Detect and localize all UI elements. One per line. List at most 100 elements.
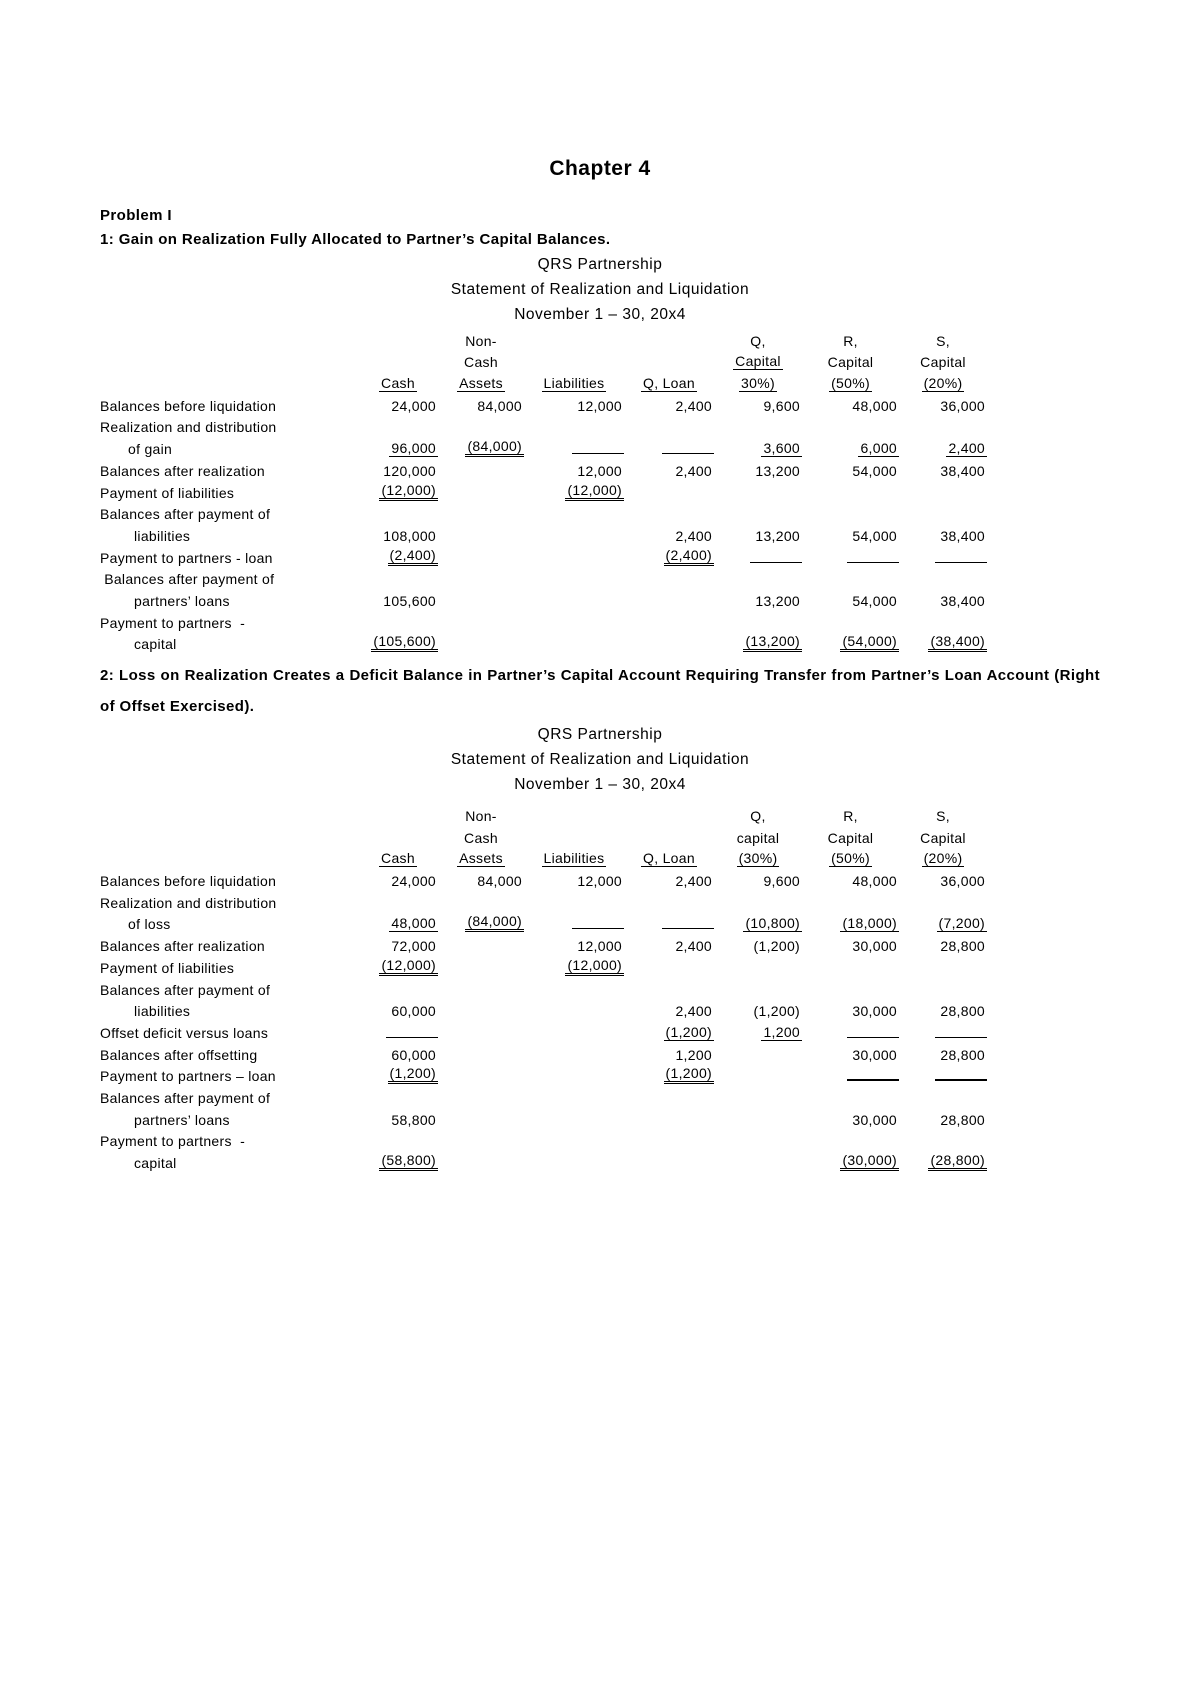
- row-label: Realization and distribution: [100, 419, 277, 436]
- amount-value: 2,400: [675, 938, 712, 955]
- column-header-line: Capital: [899, 349, 987, 371]
- amount-cell: 12,000: [524, 398, 624, 414]
- amount-cell: (10,800): [714, 915, 802, 933]
- statement-title: Statement of Realization and Liquidation: [450, 751, 750, 769]
- amount-value: 48,000: [852, 397, 897, 414]
- amount-value: 36,000: [940, 397, 985, 414]
- amount-cell: 30,000: [802, 1047, 899, 1063]
- amount-value: 84,000: [477, 873, 522, 890]
- amount-value: 58,800: [391, 1111, 436, 1128]
- row-label: of loss: [128, 916, 171, 933]
- amount-value: (18,000): [840, 915, 899, 933]
- amount-cell: 84,000: [438, 398, 524, 414]
- amount-cell: (38,400): [899, 633, 987, 653]
- column-header-text: Cash: [379, 375, 417, 393]
- amount-cell: 1,200: [714, 1024, 802, 1041]
- amount-cell: 105,600: [358, 593, 438, 609]
- column-header-text: Non-: [465, 808, 497, 824]
- header-spacer: [100, 802, 358, 867]
- blank-total-line: [847, 548, 899, 563]
- chapter-title: Chapter 4: [549, 157, 651, 180]
- amount-value: 38,400: [940, 527, 985, 544]
- column-header-line: [358, 824, 438, 846]
- column-header-line: [624, 327, 714, 349]
- org-name: QRS Partnership: [537, 256, 663, 273]
- amount-value: (28,800): [928, 1152, 987, 1171]
- amount-value: (2,400): [387, 547, 438, 566]
- amount-value: (30,000): [840, 1152, 899, 1171]
- row-label: Balances after payment of: [100, 571, 275, 588]
- section-heading: 2: Loss on Realization Creates a Deficit…: [100, 667, 1100, 716]
- amount-cell: 54,000: [802, 593, 899, 609]
- amount-cell: 48,000: [358, 915, 438, 933]
- blank-total-line: [935, 1023, 987, 1038]
- table-row: capital (58,800) (30,000) (28,800): [100, 1149, 1100, 1171]
- column-header-text: (30%): [736, 850, 780, 868]
- column-header-line: Capital: [802, 349, 899, 370]
- amount-cell: [358, 1023, 438, 1041]
- column-header-text: S,: [936, 808, 950, 824]
- column-header-line: Q, Loan: [624, 370, 714, 393]
- amount-value: 2,400: [675, 462, 712, 479]
- row-label: Balances after payment of: [100, 1089, 271, 1106]
- section-gain-on-realization: 1: Gain on Realization Fully Allocated t…: [100, 228, 1100, 653]
- table-row: Balances after offsetting 60,000 1,200 30,0…: [100, 1041, 1100, 1063]
- amount-cell: (12,000): [524, 957, 624, 976]
- row-label: liabilities: [134, 527, 191, 544]
- column-header-line: [524, 349, 624, 371]
- amount-cell: 96,000: [358, 440, 438, 458]
- amount-cell: (105,600): [358, 633, 438, 653]
- row-label: partners’ loans: [134, 1111, 230, 1128]
- amount-value: 38,400: [940, 592, 985, 609]
- amount-cell: 13,200: [714, 528, 802, 544]
- column-header-line: Q,: [714, 802, 802, 824]
- section-heading: 1: Gain on Realization Fully Allocated t…: [100, 231, 611, 248]
- column-header-line: [524, 824, 624, 846]
- amount-value: 12,000: [577, 397, 622, 414]
- amount-cell: 2,400: [624, 463, 714, 479]
- row-label: Payment to partners - loan: [100, 549, 273, 566]
- amount-cell: 48,000: [802, 873, 899, 889]
- column-header-text: Capital: [920, 354, 966, 371]
- table-row: Payment to partners - loan (2,400) (2,400): [100, 544, 1100, 566]
- table-row: Payment to partners -: [100, 609, 1100, 631]
- amount-cell: [899, 1065, 987, 1084]
- amount-cell: [524, 914, 624, 932]
- amount-cell: 12,000: [524, 873, 624, 889]
- table-row: Balances after payment of: [100, 566, 1100, 588]
- amount-cell: (1,200): [624, 1024, 714, 1041]
- column-header-line: Cash: [438, 349, 524, 370]
- amount-cell: (1,200): [714, 1003, 802, 1019]
- column-header-line: [624, 824, 714, 846]
- table-row: Balances after payment of: [100, 1084, 1100, 1106]
- amount-cell: 38,400: [899, 593, 987, 609]
- column-header: R, Capital (50%): [802, 802, 899, 868]
- blank-total-line: [386, 1023, 438, 1038]
- column-header-line: capital: [714, 824, 802, 846]
- amount-value: 13,200: [755, 527, 800, 544]
- column-header-line: Assets: [438, 846, 524, 868]
- amount-cell: 54,000: [802, 463, 899, 479]
- column-header-line: [624, 802, 714, 824]
- column-header-line: (50%): [802, 370, 899, 393]
- problem-label: Problem I: [100, 207, 172, 224]
- column-header-line: [524, 327, 624, 349]
- statement-period: November 1 – 30, 20x4: [514, 306, 686, 323]
- column-header-line: Non-: [438, 327, 524, 349]
- blank-total-line: [847, 1023, 899, 1038]
- amount-cell: (12,000): [524, 482, 624, 501]
- table-row: Payment of liabilities (12,000) (12,000): [100, 954, 1100, 976]
- column-header-line: S,: [899, 802, 987, 824]
- amount-cell: [802, 548, 899, 566]
- amount-cell: 24,000: [358, 873, 438, 889]
- column-header-text: Capital: [733, 353, 783, 371]
- amount-cell: 108,000: [358, 528, 438, 544]
- table-row: liabilities 108,000 2,400 13,200 54,000 38,40…: [100, 522, 1100, 544]
- amount-cell: 3,600: [714, 440, 802, 458]
- column-header-line: Non-: [438, 802, 524, 824]
- column-header-text: S,: [936, 332, 950, 349]
- amount-value: (1,200): [753, 1003, 800, 1020]
- amount-value: (54,000): [840, 633, 899, 653]
- amount-cell: [624, 914, 714, 932]
- column-header-line: [358, 327, 438, 349]
